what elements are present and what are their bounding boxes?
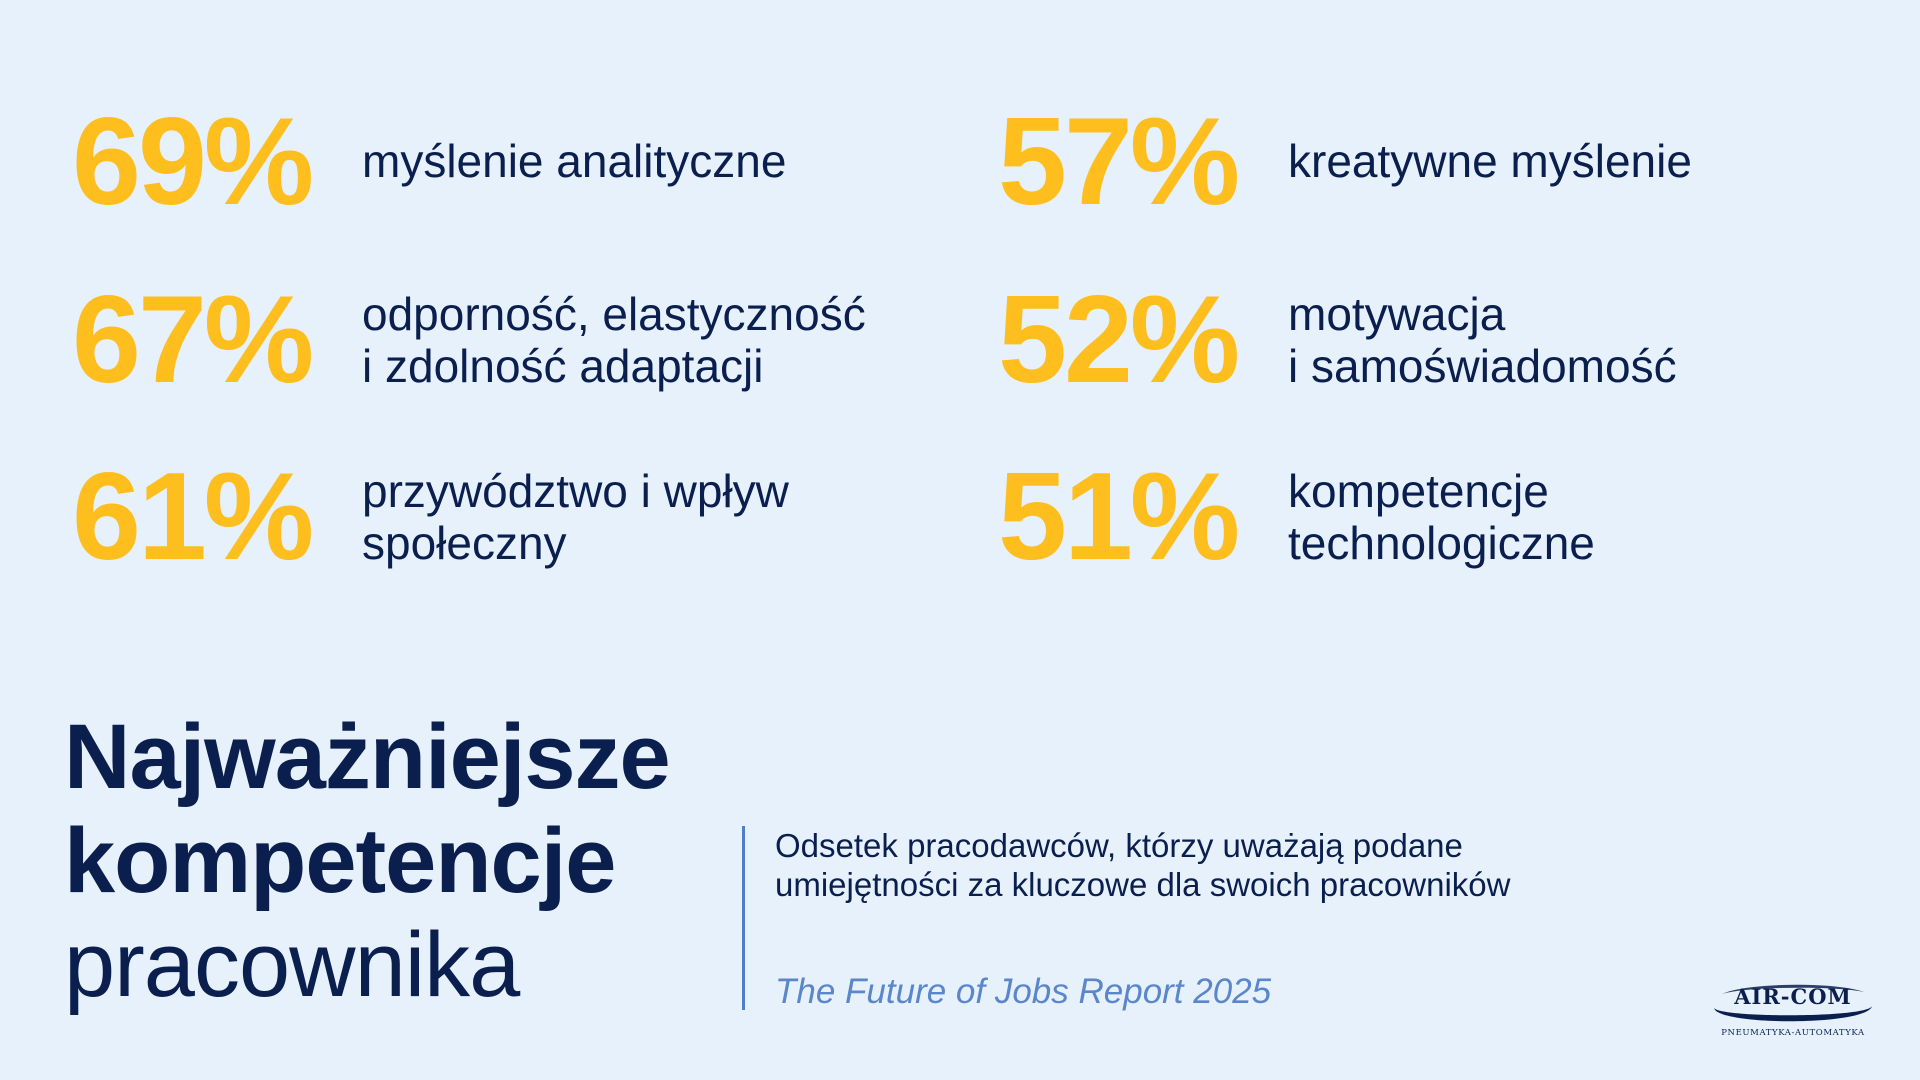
source-citation: The Future of Jobs Report 2025: [775, 972, 1272, 1011]
stat-label: motywacja i samoświadomość: [1288, 288, 1677, 392]
stat-item: 52% motywacja i samoświadomość: [998, 278, 1677, 402]
stat-item: 57% kreatywne myślenie: [998, 100, 1692, 224]
stat-label: myślenie analityczne: [362, 135, 787, 187]
stat-percent: 67%: [72, 271, 314, 409]
stat-item: 51% kompetencje technologiczne: [998, 455, 1595, 579]
stat-label: kreatywne myślenie: [1288, 135, 1692, 187]
stat-percent: 69%: [72, 93, 314, 231]
stat-label: odporność, elastyczność i zdolność adapt…: [362, 288, 866, 392]
stat-percent: 57%: [998, 93, 1240, 231]
stat-label: kompetencje technologiczne: [1288, 465, 1595, 569]
stat-percent: 52%: [998, 271, 1240, 409]
logo-ellipse-icon: [1714, 984, 1872, 1022]
title-line-1: Najważniejsze: [64, 706, 671, 808]
vertical-divider: [742, 826, 745, 1010]
stat-label: przywództwo i wpływ społeczny: [362, 465, 789, 569]
stat-percent: 61%: [72, 448, 314, 586]
logo-name: AIR-COM: [1734, 984, 1852, 1009]
stat-percent: 51%: [998, 448, 1240, 586]
page-title: Najważniejsze kompetencje pracownika: [64, 705, 671, 1017]
stat-item: 69% myślenie analityczne: [72, 100, 786, 224]
stat-item: 67% odporność, elastyczność i zdolność a…: [72, 278, 866, 402]
title-line-2: kompetencje: [64, 810, 616, 912]
description-text: Odsetek pracodawców, którzy uważają poda…: [775, 827, 1511, 903]
logo-tagline: PNEUMATYKA-AUTOMATYKA: [1721, 1028, 1865, 1038]
title-line-3: pracownika: [64, 914, 520, 1016]
company-logo: AIR-COM PNEUMATYKA-AUTOMATYKA: [1708, 978, 1878, 1038]
stat-item: 61% przywództwo i wpływ społeczny: [72, 455, 789, 579]
